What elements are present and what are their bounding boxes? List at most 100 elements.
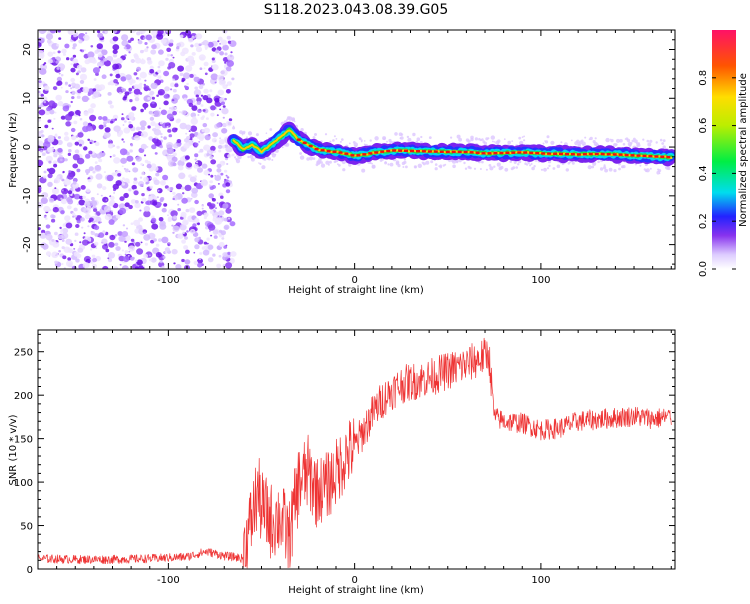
noise-blob xyxy=(52,241,60,248)
ridge-spread xyxy=(407,137,412,142)
noise-blob xyxy=(68,149,72,153)
noise-blob xyxy=(43,100,46,104)
noise-blob xyxy=(164,86,170,92)
noise-blob xyxy=(81,226,84,229)
ridge-peak xyxy=(469,151,474,154)
ridge-spread xyxy=(618,167,621,171)
noise-blob xyxy=(226,60,234,67)
noise-blob xyxy=(87,108,94,114)
noise-blob xyxy=(202,40,209,46)
noise-blob xyxy=(70,67,76,73)
noise-blob xyxy=(140,163,144,166)
noise-blob xyxy=(203,67,206,70)
noise-blob xyxy=(145,181,149,185)
noise-blob xyxy=(177,165,184,171)
noise-blob xyxy=(157,188,163,194)
ridge-spread xyxy=(518,136,522,140)
noise-blob xyxy=(115,57,123,65)
noise-blob xyxy=(87,138,90,141)
noise-blob xyxy=(121,265,129,269)
noise-blob xyxy=(92,67,100,74)
noise-blob xyxy=(209,180,213,184)
noise-blob xyxy=(199,252,203,255)
ridge-spread xyxy=(481,138,484,141)
noise-blob xyxy=(189,176,197,183)
noise-blob xyxy=(70,100,73,104)
noise-blob xyxy=(113,79,118,84)
noise-blob xyxy=(198,141,201,143)
noise-blob xyxy=(61,246,65,250)
ridge-spread xyxy=(594,137,597,140)
noise-blob xyxy=(128,204,133,210)
noise-blob xyxy=(168,134,173,138)
noise-blob xyxy=(231,77,235,81)
noise-blob xyxy=(128,51,131,54)
noise-blob xyxy=(220,172,224,176)
noise-blob xyxy=(230,41,233,44)
noise-blob xyxy=(47,146,54,153)
noise-blob xyxy=(203,241,208,245)
noise-blob xyxy=(58,250,61,253)
noise-blob xyxy=(70,193,73,197)
x-tick-label: -100 xyxy=(157,575,180,586)
noise-blob xyxy=(68,111,75,117)
noise-blob xyxy=(155,172,160,177)
noise-blob xyxy=(148,136,154,141)
noise-blob xyxy=(75,72,79,76)
noise-blob xyxy=(149,69,155,74)
ridge-spread xyxy=(456,134,461,139)
ridge-spread xyxy=(425,160,430,165)
noise-blob xyxy=(57,30,61,33)
ridge-spread xyxy=(400,136,404,140)
noise-blob xyxy=(216,168,222,173)
noise-blob xyxy=(113,266,119,269)
ridge-spread xyxy=(291,118,295,122)
noise-blob xyxy=(117,231,123,236)
noise-blob xyxy=(129,149,133,153)
noise-blob xyxy=(143,234,151,241)
ridge-spread xyxy=(394,132,398,136)
snr-x-ticks: -100 0 100 xyxy=(37,330,672,586)
ridge-spread xyxy=(250,157,255,162)
ridge-spread xyxy=(422,162,426,166)
noise-blob xyxy=(230,51,233,54)
noise-blob xyxy=(57,50,61,54)
ridge-spread xyxy=(327,163,330,166)
noise-blob xyxy=(48,160,52,164)
noise-blob xyxy=(113,192,115,194)
noise-blob xyxy=(89,114,97,122)
noise-blob xyxy=(57,136,62,139)
ridge-spread xyxy=(412,132,416,137)
noise-blob xyxy=(207,244,214,250)
noise-blob xyxy=(43,170,47,174)
noise-blob xyxy=(144,42,148,45)
ridge-spread xyxy=(464,167,468,170)
noise-blob xyxy=(166,53,171,57)
ridge-spread xyxy=(469,166,472,170)
noise-blob xyxy=(101,238,108,245)
snr-y-label: SNR (10 * v/v) xyxy=(8,414,19,485)
noise-blob xyxy=(135,259,138,262)
noise-blob xyxy=(145,201,150,205)
spectrogram-marks xyxy=(38,30,675,269)
ridge-spread xyxy=(622,165,626,169)
noise-blob xyxy=(77,70,81,74)
ridge-spread xyxy=(589,136,593,141)
noise-blob xyxy=(171,248,178,255)
noise-blob xyxy=(124,202,130,207)
noise-blob xyxy=(112,53,118,58)
noise-blob xyxy=(91,254,96,258)
noise-blob xyxy=(202,95,209,101)
noise-blob xyxy=(56,76,63,82)
ridge-spread xyxy=(626,138,631,143)
noise-blob xyxy=(227,251,231,255)
noise-blob xyxy=(65,90,69,94)
noise-blob xyxy=(222,252,228,258)
y-tick-label: 50 xyxy=(20,522,33,533)
ridge-spread xyxy=(299,152,302,155)
noise-blob xyxy=(109,73,113,77)
noise-blob xyxy=(149,116,155,121)
ridge-spread xyxy=(530,163,533,165)
noise-blob xyxy=(173,262,176,265)
noise-blob xyxy=(62,170,65,174)
